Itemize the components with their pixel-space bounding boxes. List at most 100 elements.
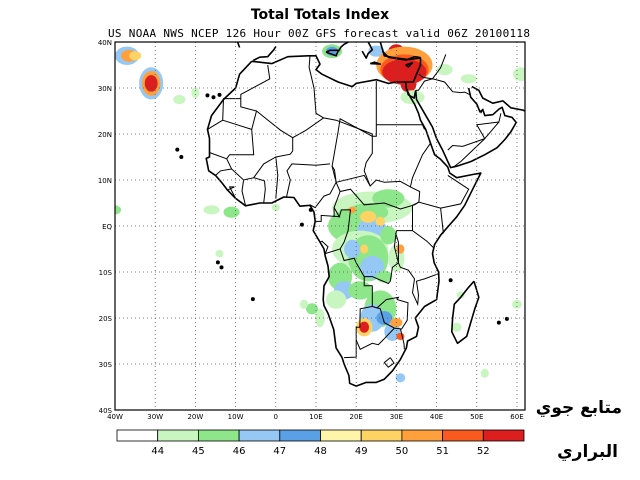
italy-coastline xyxy=(337,42,351,52)
country-border xyxy=(383,357,395,368)
shaded-region xyxy=(451,322,462,332)
lon-label: 20E xyxy=(350,413,363,421)
country-border xyxy=(447,138,485,151)
shaded-region xyxy=(326,290,347,309)
colorbar-label: 51 xyxy=(436,446,449,457)
country-border xyxy=(292,87,325,139)
crete-coastline xyxy=(369,61,382,65)
island xyxy=(299,222,304,227)
lon-label: 20W xyxy=(187,413,203,421)
shaded-region xyxy=(480,368,489,378)
watermark-line-2: البراري xyxy=(557,442,618,462)
colorbar-label: 49 xyxy=(355,446,368,457)
colorbar-label: 50 xyxy=(396,446,409,457)
watermark-line-1: متابع جوي xyxy=(535,398,622,418)
shaded-region xyxy=(396,244,405,254)
country-borders xyxy=(207,54,502,368)
country-border xyxy=(399,328,405,350)
cyprus-coastline xyxy=(405,61,414,68)
longitude-labels: 40W 30W 20W 10W 0 10E 20E 30E 40E 50E 60E xyxy=(107,413,524,421)
lat-lon-grid xyxy=(115,42,525,410)
shaded-region xyxy=(223,206,240,218)
country-border xyxy=(215,168,232,176)
iran-coastline xyxy=(471,85,525,112)
island xyxy=(219,265,224,270)
country-border xyxy=(240,64,271,99)
country-border xyxy=(241,179,247,206)
island xyxy=(496,320,501,325)
shaded-region xyxy=(173,94,186,105)
country-border xyxy=(309,165,337,209)
country-border xyxy=(315,214,341,222)
country-border xyxy=(363,136,431,188)
colorbar-label: 46 xyxy=(233,446,246,457)
lon-label: 60E xyxy=(510,413,523,421)
colorbar-swatch xyxy=(482,429,525,442)
country-border xyxy=(253,177,266,204)
shaded-region xyxy=(215,249,224,258)
country-border xyxy=(207,98,241,130)
country-border xyxy=(412,201,444,234)
colorbar: 44 45 46 47 48 49 50 51 52 xyxy=(116,429,525,457)
colorbar-swatch xyxy=(238,429,281,442)
island xyxy=(205,93,210,98)
country-border xyxy=(227,186,237,199)
lon-label: 10W xyxy=(228,413,244,421)
shaded-region xyxy=(271,203,280,212)
colorbar-label: 52 xyxy=(477,446,490,457)
country-border xyxy=(480,108,484,114)
shaded-region xyxy=(299,299,308,309)
shaded-region xyxy=(460,74,477,84)
country-border xyxy=(422,124,425,130)
lat-label: 10N xyxy=(98,177,112,185)
latitude-labels: 40N 30N 20N 10N EQ 10S 20S 30S 40S xyxy=(98,39,113,415)
shaded-region xyxy=(360,210,377,223)
colorbar-label: 45 xyxy=(192,446,205,457)
coastlines xyxy=(175,42,525,387)
shaded-region xyxy=(203,205,220,215)
country-border xyxy=(323,81,377,137)
country-border xyxy=(208,98,258,160)
country-border xyxy=(308,55,315,89)
colorbar-label: 47 xyxy=(273,446,286,457)
lon-label: 50E xyxy=(470,413,483,421)
madagascar-coastline xyxy=(451,280,480,345)
island xyxy=(308,207,313,212)
lat-label: 30S xyxy=(99,361,113,369)
island xyxy=(217,92,222,97)
shaded-region xyxy=(359,321,370,333)
shaded-region xyxy=(144,75,158,92)
lon-label: 0 xyxy=(274,413,278,421)
lat-label: 20N xyxy=(98,131,112,139)
turkey-coastline xyxy=(381,50,421,61)
shaded-region xyxy=(375,216,386,226)
lon-label: 40E xyxy=(430,413,443,421)
lon-label: 30E xyxy=(390,413,403,421)
shaded-region xyxy=(512,67,525,82)
country-border xyxy=(355,327,395,350)
island xyxy=(448,278,453,283)
spain-coastline xyxy=(252,46,277,62)
island xyxy=(215,260,220,265)
country-border xyxy=(416,78,461,94)
country-border xyxy=(335,182,421,210)
lat-label: EQ xyxy=(102,223,112,231)
country-border xyxy=(222,119,252,130)
sicily-coastline xyxy=(325,49,340,57)
lat-label: 20S xyxy=(99,315,113,323)
map-title: Total Totals Index xyxy=(250,7,390,23)
lat-label: 40S xyxy=(99,407,113,415)
arabia-coastline xyxy=(414,87,517,169)
shaded-region xyxy=(360,244,369,254)
island xyxy=(250,297,255,302)
country-border xyxy=(319,191,352,255)
island xyxy=(211,95,216,100)
shaded-region xyxy=(305,303,318,315)
country-border xyxy=(395,232,439,307)
colorbar-swatch xyxy=(279,429,321,442)
lat-label: 30N xyxy=(98,85,112,93)
shaded-region xyxy=(344,239,361,259)
colorbar-swatch xyxy=(116,429,159,442)
shaded-region xyxy=(380,226,397,245)
